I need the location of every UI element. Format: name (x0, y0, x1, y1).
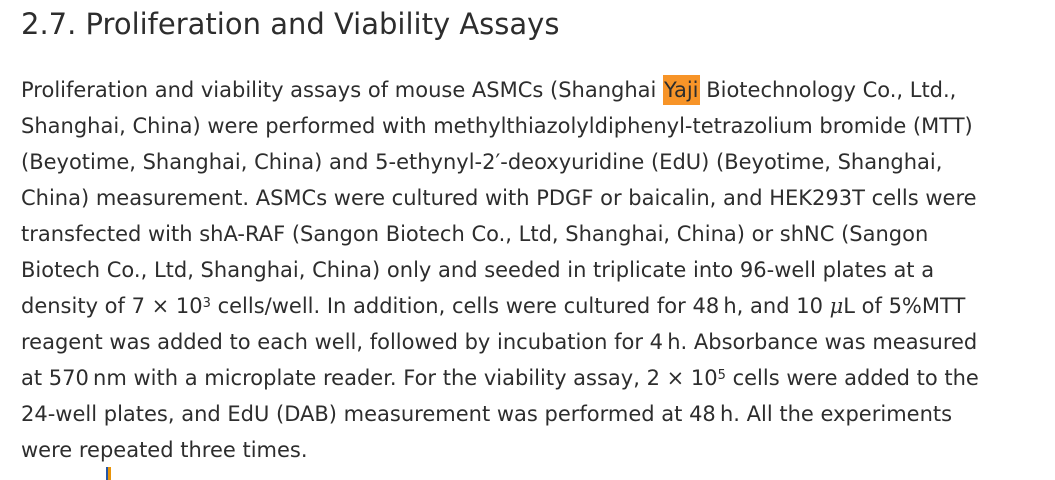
paragraph-line: transfected with shA-RAF (Sangon Biotech… (21, 216, 1035, 252)
paragraph-line: reagent was added to each well, followed… (21, 324, 1035, 360)
document-page: { "section": { "heading": "2.7. Prolifer… (0, 5, 1055, 480)
section-heading: 2.7. Proliferation and Viability Assays (21, 7, 560, 41)
paragraph-line: Shanghai, China) were performed with met… (21, 108, 1035, 144)
superscript-exponent: 3 (202, 295, 211, 311)
text-run: China) measurement. ASMCs were cultured … (21, 186, 977, 210)
paragraph-line: density of 7 × 103 cells/well. In additi… (21, 288, 1035, 324)
paper-section: 2.7. Proliferation and Viability Assays … (0, 5, 1055, 468)
clipped-fragment-right (108, 467, 111, 480)
superscript-exponent: 5 (717, 367, 726, 383)
text-run: cells were added to the (725, 366, 979, 390)
italic-mu-symbol: μ (829, 294, 844, 318)
clipped-next-content-fragment (106, 467, 111, 480)
text-run: reagent was added to each well, followed… (21, 330, 978, 354)
paragraph-line: Proliferation and viability assays of mo… (21, 72, 1035, 108)
text-run: density of 7 × 10 (21, 294, 203, 318)
text-run: Biotechnology Co., Ltd., (699, 78, 957, 102)
paragraph-line: Biotech Co., Ltd, Shanghai, China) only … (21, 252, 1035, 288)
text-run: 24-well plates, and EdU (DAB) measuremen… (21, 402, 953, 426)
text-run: Biotech Co., Ltd, Shanghai, China) only … (21, 258, 935, 282)
paragraph-line: were repeated three times. (21, 432, 1035, 468)
text-run: L of 5%MTT (843, 294, 966, 318)
text-run: Shanghai, China) were performed with met… (21, 114, 973, 138)
section-paragraph: Proliferation and viability assays of mo… (21, 72, 1035, 468)
clipped-fragment-left (106, 467, 108, 480)
text-run: cells/well. In addition, cells were cult… (210, 294, 830, 318)
paragraph-line: at 570 nm with a microplate reader. For … (21, 360, 1035, 396)
text-run: were repeated three times. (21, 438, 308, 462)
paragraph-line: China) measurement. ASMCs were cultured … (21, 180, 1035, 216)
text-run: (Beyotime, Shanghai, China) and 5-ethyny… (21, 150, 943, 174)
text-run: at 570 nm with a microplate reader. For … (21, 366, 718, 390)
text-run: Proliferation and viability assays of mo… (21, 78, 664, 102)
text-run: transfected with shA-RAF (Sangon Biotech… (21, 222, 929, 246)
paragraph-line: 24-well plates, and EdU (DAB) measuremen… (21, 396, 1035, 432)
search-match-highlight: Yaji (663, 75, 700, 105)
paragraph-line: (Beyotime, Shanghai, China) and 5-ethyny… (21, 144, 1035, 180)
